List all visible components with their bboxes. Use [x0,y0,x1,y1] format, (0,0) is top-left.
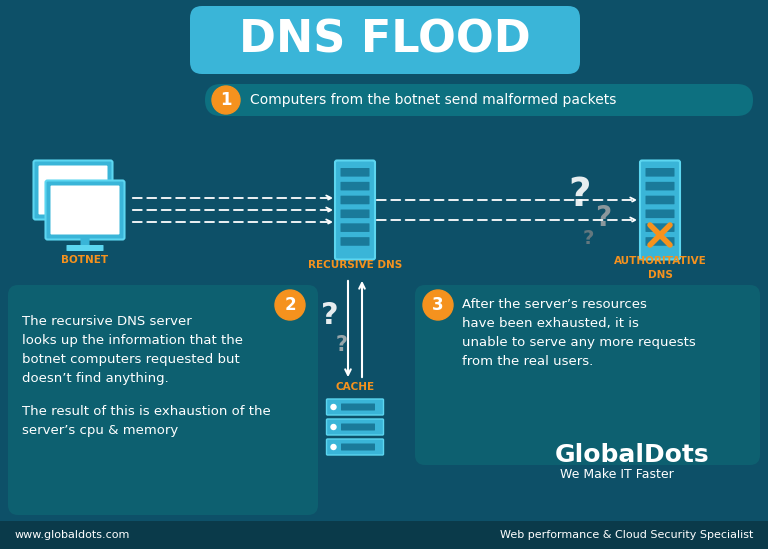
FancyBboxPatch shape [645,210,674,218]
FancyBboxPatch shape [645,223,674,232]
Circle shape [423,290,453,320]
FancyBboxPatch shape [38,165,108,215]
Text: 2: 2 [284,296,296,314]
FancyBboxPatch shape [340,195,369,204]
FancyBboxPatch shape [645,195,674,204]
Circle shape [212,86,240,114]
FancyBboxPatch shape [326,419,383,435]
Text: After the server’s resources
have been exhausted, it is
unable to serve any more: After the server’s resources have been e… [462,298,696,368]
Text: 3: 3 [432,296,444,314]
Text: RECURSIVE DNS: RECURSIVE DNS [308,260,402,270]
Text: ?: ? [569,176,591,214]
FancyBboxPatch shape [645,237,674,246]
Text: CACHE: CACHE [336,382,375,392]
FancyBboxPatch shape [45,181,124,239]
FancyBboxPatch shape [190,6,580,74]
Text: Computers from the botnet send malformed packets: Computers from the botnet send malformed… [250,93,617,107]
FancyBboxPatch shape [340,237,369,246]
Text: We Make IT Faster: We Make IT Faster [560,468,674,481]
FancyBboxPatch shape [341,423,375,430]
Text: ?: ? [336,335,348,355]
Circle shape [275,290,305,320]
FancyBboxPatch shape [341,404,375,411]
FancyBboxPatch shape [67,245,104,251]
Text: GlobalDots: GlobalDots [555,443,710,467]
Circle shape [331,405,336,410]
FancyBboxPatch shape [8,285,318,515]
Text: The recursive DNS server
looks up the information that the
botnet computers requ: The recursive DNS server looks up the in… [22,315,243,385]
FancyBboxPatch shape [340,210,369,218]
FancyBboxPatch shape [326,439,383,455]
FancyBboxPatch shape [341,444,375,451]
Text: The result of this is exhaustion of the
server’s cpu & memory: The result of this is exhaustion of the … [22,405,271,437]
Text: ?: ? [582,228,594,248]
Circle shape [331,445,336,450]
Circle shape [331,424,336,429]
FancyBboxPatch shape [326,399,383,415]
Text: Web performance & Cloud Security Specialist: Web performance & Cloud Security Special… [500,530,753,540]
FancyBboxPatch shape [340,168,369,177]
FancyBboxPatch shape [645,182,674,191]
Text: DNS FLOOD: DNS FLOOD [239,19,531,61]
FancyBboxPatch shape [340,182,369,191]
Text: ?: ? [595,204,611,232]
FancyBboxPatch shape [415,285,760,465]
Text: 1: 1 [220,91,232,109]
Text: ?: ? [321,300,339,329]
FancyBboxPatch shape [34,160,112,220]
FancyBboxPatch shape [51,186,120,234]
FancyBboxPatch shape [0,521,768,549]
Text: www.globaldots.com: www.globaldots.com [15,530,131,540]
FancyBboxPatch shape [205,84,753,116]
FancyBboxPatch shape [335,160,375,260]
FancyBboxPatch shape [640,160,680,260]
FancyBboxPatch shape [645,168,674,177]
FancyBboxPatch shape [340,223,369,232]
Text: AUTHORITATIVE
DNS: AUTHORITATIVE DNS [614,256,707,279]
Text: BOTNET: BOTNET [61,255,108,265]
FancyBboxPatch shape [81,237,90,248]
